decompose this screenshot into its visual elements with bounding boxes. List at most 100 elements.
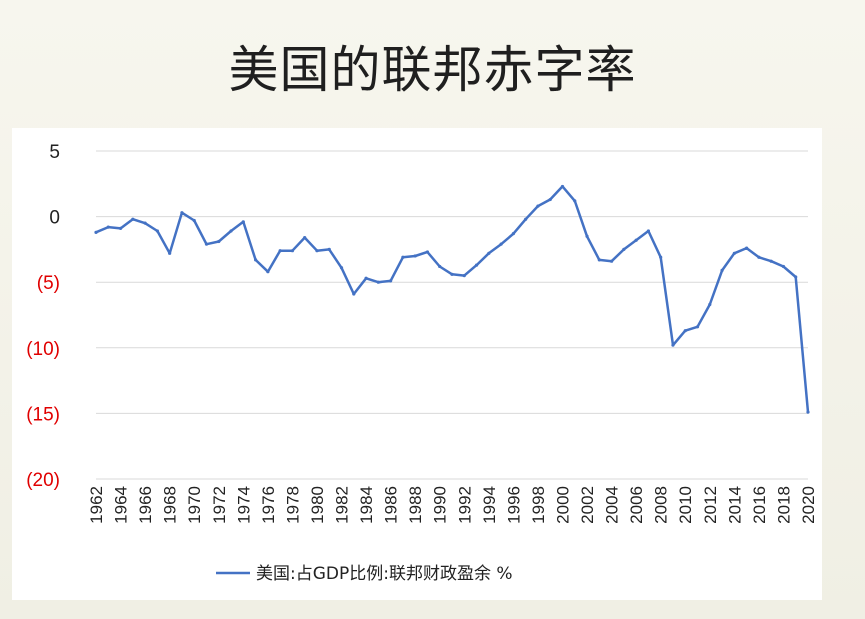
gridlines [96, 150, 808, 480]
x-tick-label: 1996 [504, 486, 523, 524]
x-tick-label: 2012 [701, 486, 720, 524]
data-point [143, 221, 147, 225]
data-point [769, 259, 773, 263]
data-point [389, 279, 393, 283]
data-point [487, 251, 491, 255]
legend-label: 美国:占GDP比例:联邦财政盈余 % [256, 564, 513, 584]
data-point [548, 197, 552, 202]
x-tick-label: 1972 [210, 486, 229, 524]
x-tick-label: 1962 [87, 486, 106, 524]
y-tick-label: 0 [49, 208, 60, 229]
line-chart: 50(5)(10)(15)(20) 1962 1964 1966 1968 1970 19… [26, 142, 818, 584]
x-tick-label: 2000 [553, 486, 572, 524]
data-point [118, 226, 123, 231]
y-tick-label: (20) [26, 470, 60, 491]
data-point [450, 272, 454, 276]
y-tick-label: 5 [49, 142, 60, 163]
x-tick-label: 1990 [431, 486, 450, 524]
data-point [180, 211, 184, 215]
x-tick-label: 1984 [357, 486, 376, 524]
series-line [95, 185, 810, 413]
data-point [524, 217, 528, 221]
x-tick-label: 2008 [652, 486, 671, 524]
x-tick-label: 1970 [185, 486, 204, 524]
x-tick-label: 2014 [725, 486, 744, 524]
data-point [720, 268, 724, 272]
data-point [609, 259, 614, 263]
x-tick-label: 2018 [774, 486, 793, 524]
data-point [634, 238, 638, 242]
data-point [106, 225, 110, 229]
x-tick-label: 1998 [529, 486, 548, 524]
data-point [425, 250, 430, 254]
x-tick-label: 2002 [578, 486, 597, 524]
x-tick-label: 2020 [799, 486, 818, 524]
data-point [511, 232, 515, 236]
data-point [94, 230, 98, 234]
data-point [303, 235, 307, 240]
x-tick-label: 1966 [136, 486, 155, 524]
data-point [401, 255, 405, 259]
data-point [253, 258, 258, 262]
data-point [745, 246, 749, 250]
x-tick-label: 1992 [455, 486, 474, 524]
x-tick-label: 1976 [259, 486, 278, 524]
data-point [168, 251, 172, 255]
data-point [732, 251, 736, 255]
data-point [585, 234, 589, 238]
data-point [327, 247, 331, 251]
data-point [622, 247, 626, 251]
data-point [757, 255, 761, 259]
x-axis-ticks: 1962 1964 1966 1968 1970 1972 1974 1976 1978 1980… [87, 486, 818, 524]
x-tick-label: 1994 [480, 486, 499, 524]
data-point [229, 229, 233, 233]
slide-title: 美国的联邦赤字率 [228, 41, 637, 99]
data-point [474, 263, 479, 267]
x-tick-label: 2016 [750, 486, 769, 524]
data-point [155, 229, 159, 233]
x-tick-label: 1988 [406, 486, 425, 524]
data-point [462, 274, 466, 278]
y-tick-label: (15) [26, 404, 60, 425]
data-point [536, 204, 540, 208]
x-tick-label: 2010 [676, 486, 695, 524]
data-point [560, 184, 565, 189]
data-point [131, 217, 135, 221]
data-point [708, 302, 712, 307]
data-point [290, 249, 295, 253]
data-point [266, 270, 270, 274]
y-tick-label: (10) [26, 339, 60, 360]
data-point [339, 266, 344, 270]
series-layer [94, 184, 810, 414]
x-tick-label: 1978 [283, 486, 302, 524]
data-point [573, 199, 577, 203]
data-point [413, 254, 417, 258]
data-point [438, 264, 442, 269]
x-tick-label: 1986 [382, 486, 401, 524]
data-point [659, 255, 663, 259]
data-point [806, 410, 810, 414]
data-point [499, 242, 503, 246]
x-tick-label: 1980 [308, 486, 327, 524]
data-point [671, 343, 675, 347]
x-tick-label: 2004 [603, 486, 622, 524]
data-point [597, 258, 601, 262]
data-point [364, 276, 368, 280]
chart-panel: 5 0 (5) (10) (15) (20) 1962 1964 1966 1968 1970 19… [12, 128, 822, 600]
data-point [278, 249, 282, 253]
x-tick-label: 1968 [161, 486, 180, 524]
data-point [646, 229, 651, 233]
y-axis-ticks: 5 0 (5) (10) (15) (20) [26, 142, 60, 491]
data-point [352, 292, 356, 296]
data-point [192, 218, 196, 223]
data-point [376, 280, 380, 284]
data-point [315, 249, 319, 253]
legend: 美国:占GDP比例:联邦财政盈余 % [216, 564, 513, 584]
y-tick-label: (5) [37, 273, 60, 294]
data-point [241, 220, 245, 224]
data-point [683, 329, 687, 333]
x-tick-label: 1982 [333, 486, 352, 524]
x-tick-label: 2006 [627, 486, 646, 524]
data-point [781, 264, 786, 269]
data-point [204, 242, 209, 246]
